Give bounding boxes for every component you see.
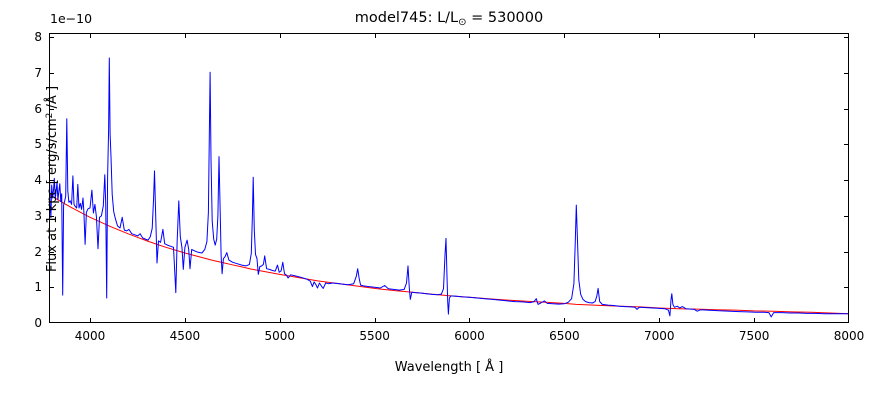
y-axis-label: Flux at 1 kpc [ erg/s/cm2 /Å ] — [45, 69, 61, 289]
y-tick-label: 5 — [34, 137, 42, 152]
x-tick-label: 8000 — [833, 329, 865, 343]
x-tick-label: 6500 — [549, 329, 580, 343]
squared-exponent: 2 — [45, 112, 55, 119]
y-axis-label-text: Flux at 1 kpc [ erg/s/cm — [45, 118, 60, 273]
y-tick-label: 7 — [34, 66, 42, 80]
x-axis-label: Wavelength [ Å ] — [394, 360, 504, 375]
x-tick-label: 7000 — [643, 329, 675, 343]
y-axis-offset-text: 1e−10 — [50, 11, 93, 26]
y-tick-label: 4 — [34, 173, 42, 188]
continuum-fit-line — [49, 193, 849, 315]
x-tick-label: 4500 — [169, 329, 201, 343]
sun-symbol: ⊙ — [458, 17, 467, 28]
x-tick-label: 7500 — [738, 329, 770, 343]
y-axis-label-suffix: /Å ] — [45, 85, 60, 113]
x-tick-label: 5000 — [264, 329, 295, 343]
x-tick-label: 6000 — [454, 329, 485, 343]
plot-title: model745: L/L⊙ = 530000 — [49, 8, 849, 33]
y-tick-label: 1 — [34, 280, 42, 295]
x-tick-label: 5500 — [359, 329, 390, 343]
y-tick-label: 8 — [34, 30, 42, 45]
y-tick-label: 0 — [34, 316, 42, 330]
model-spectrum-line — [49, 57, 849, 318]
plot-title-text: model745: L/L — [354, 10, 459, 26]
y-tick-label: 2 — [34, 244, 42, 259]
plot-spines — [49, 33, 849, 323]
y-tick-label: 6 — [34, 101, 42, 116]
plot-title-suffix: = 530000 — [466, 10, 544, 26]
x-tick-label: 4000 — [74, 329, 106, 343]
chart-svg — [49, 33, 849, 323]
y-tick-label: 3 — [34, 208, 42, 223]
plot-area — [49, 33, 849, 323]
